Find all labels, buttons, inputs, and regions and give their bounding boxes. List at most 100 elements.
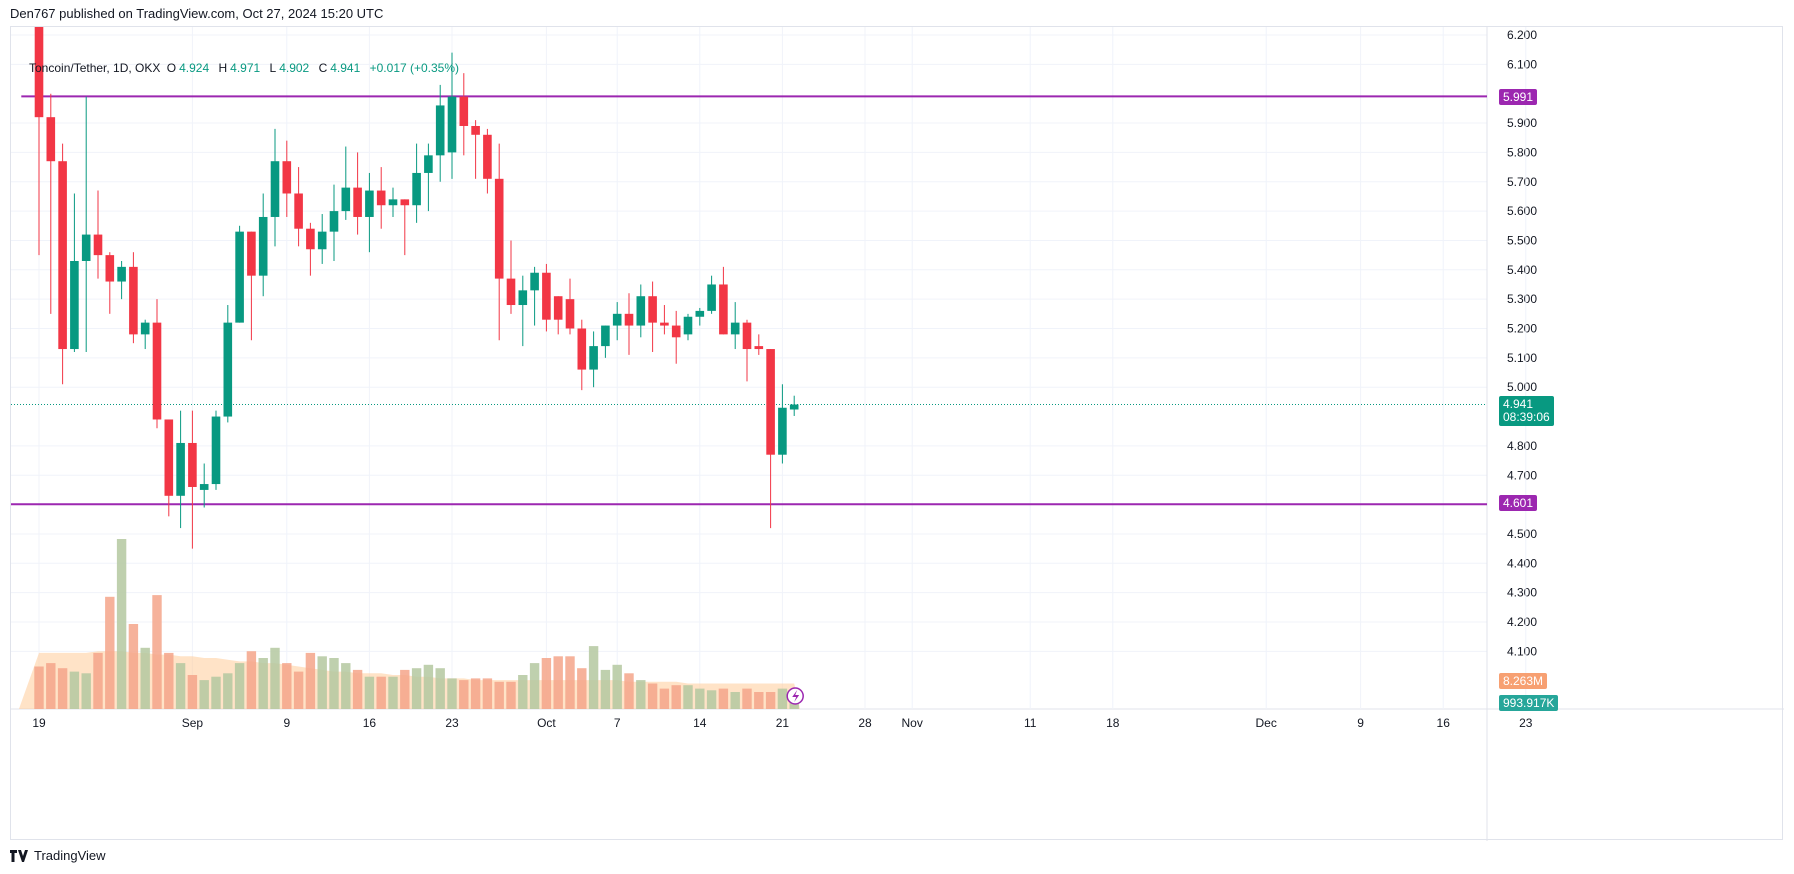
volume-bar — [69, 671, 80, 709]
volume-bar — [553, 656, 563, 709]
volume-bar — [624, 673, 634, 709]
candle-body — [424, 155, 433, 173]
volume-bar — [152, 595, 162, 709]
volume-bar — [81, 673, 91, 709]
volume-bar — [175, 663, 186, 709]
candle-body — [211, 416, 221, 485]
candle-body — [483, 134, 492, 179]
volume-bar — [600, 669, 611, 709]
candle-body — [719, 284, 728, 335]
low-value: 4.902 — [279, 61, 310, 75]
x-tick-label: 16 — [363, 716, 377, 730]
candle-body — [506, 278, 516, 306]
candle-body — [117, 266, 126, 282]
support-price-tag: 4.601 — [1499, 495, 1538, 511]
volume-bar — [459, 680, 469, 709]
candle-body — [46, 117, 56, 162]
y-tick-label: 6.200 — [1507, 28, 1537, 42]
candle-body — [412, 172, 421, 206]
candle-body — [152, 322, 162, 420]
price-chart[interactable]: 6.200 6.100 5.900 5.800 5.700 5.600 5.500 5.400… — [11, 27, 1784, 841]
candle-body — [58, 161, 67, 350]
x-tick-label: 11 — [1024, 716, 1037, 730]
volume-bar — [529, 663, 540, 709]
volume-bar — [164, 652, 174, 709]
candle-body — [553, 296, 563, 320]
x-tick-label: 28 — [858, 716, 872, 730]
y-tick-label: 5.400 — [1507, 263, 1537, 277]
candle-body — [766, 349, 775, 455]
candle-body — [565, 299, 575, 329]
volume-bar — [57, 668, 68, 709]
volume-bar — [506, 681, 516, 709]
y-tick-label: 5.700 — [1507, 175, 1537, 189]
x-tick-label: 19 — [32, 716, 46, 730]
volume-bar — [659, 688, 670, 709]
y-tick-label: 4.400 — [1507, 556, 1537, 570]
symbol-label[interactable]: Toncoin/Tether, 1D, OKX — [29, 61, 161, 75]
x-tick-label: Oct — [537, 716, 556, 730]
volume-bar — [234, 663, 245, 709]
candle-body — [530, 272, 539, 291]
volume-bar — [565, 656, 575, 709]
candle-body — [70, 260, 79, 350]
volume-bar — [93, 652, 103, 709]
brand-name: TradingView — [34, 848, 106, 863]
volume-bar — [246, 651, 257, 709]
volume-bar — [211, 676, 221, 709]
candle-body — [223, 322, 233, 417]
x-tick-label: 7 — [614, 716, 621, 730]
volume-bar — [293, 671, 304, 709]
candle-body — [176, 442, 185, 496]
tradingview-logo-icon — [10, 849, 28, 862]
volume-bar — [754, 692, 764, 709]
candle-body — [695, 310, 705, 317]
volume-bar — [706, 690, 717, 709]
x-tick-label: 16 — [1437, 716, 1451, 730]
x-tick-label: 14 — [693, 716, 707, 730]
y-tick-label: 5.800 — [1507, 145, 1537, 159]
y-tick-label: 5.000 — [1507, 380, 1537, 394]
candle-body — [671, 325, 681, 338]
volume-bar — [470, 678, 481, 709]
volume-bar — [447, 678, 457, 709]
volume-bar — [187, 675, 198, 709]
candle-body — [164, 419, 174, 496]
candle-body — [612, 313, 622, 326]
candle-body — [329, 211, 339, 232]
candle-body — [235, 231, 244, 323]
candle-body — [577, 328, 587, 370]
volume-ma-tag: 8.263M — [1499, 673, 1548, 689]
candle-body — [341, 187, 351, 212]
y-tick-label: 4.500 — [1507, 527, 1537, 541]
volume-bar — [482, 678, 493, 709]
x-tick-label: Nov — [902, 716, 923, 730]
footer-branding: TradingView — [10, 848, 106, 863]
volume-bar — [435, 668, 445, 709]
volume-bar — [223, 673, 233, 709]
candle-body — [707, 284, 716, 311]
candle-body — [636, 296, 646, 326]
x-tick-label: 9 — [283, 716, 290, 730]
candle-body — [140, 322, 150, 335]
candle-body — [81, 234, 91, 261]
volume-bar — [636, 680, 646, 709]
volume-bar — [364, 676, 375, 709]
candle-body — [400, 199, 410, 206]
open-key: O — [166, 61, 177, 75]
volume-bar — [140, 647, 150, 709]
x-tick-label: Sep — [182, 716, 204, 730]
candle-body — [683, 316, 693, 335]
volume-bar — [317, 656, 327, 709]
candle-body — [730, 322, 740, 335]
x-tick-label: Dec — [1256, 716, 1277, 730]
chart-panel[interactable]: 6.200 6.100 5.900 5.800 5.700 5.600 5.500 5.400… — [10, 26, 1784, 841]
low-key: L — [269, 61, 277, 75]
close-value: 4.941 — [330, 61, 361, 75]
volume-tag: 993.917K — [1499, 695, 1559, 711]
candle-body — [742, 322, 752, 350]
volume-bar — [518, 675, 528, 709]
volume-bar — [742, 688, 752, 709]
y-tick-label: 4.300 — [1507, 586, 1537, 600]
